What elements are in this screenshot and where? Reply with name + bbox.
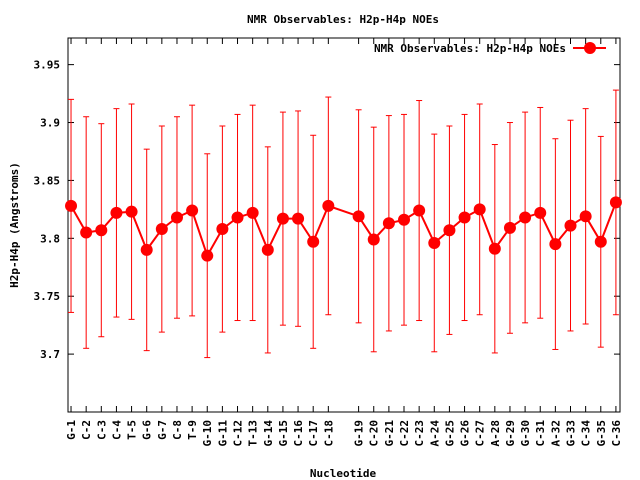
data-point [140,243,153,256]
plot-frame [67,37,621,413]
x-tick-label: G-11 [216,420,229,447]
data-point [443,224,456,237]
x-tick-label: C-20 [368,420,381,447]
x-tick-label: G-30 [519,420,532,447]
data-point [170,211,183,224]
x-tick-label: G-15 [277,420,290,447]
x-tick-label: G-21 [383,420,396,447]
data-point [549,238,562,251]
data-point [246,206,259,219]
x-tick-label: C-4 [110,420,123,440]
data-point [382,217,395,230]
data-point [155,223,168,236]
y-tick-label: 3.95 [34,59,61,72]
data-point [125,205,138,218]
data-point [216,223,229,236]
data-point [367,233,380,246]
legend-marker [584,42,596,54]
x-tick-label: C-18 [322,420,335,447]
x-tick-label: C-27 [474,420,487,447]
y-tick-label: 3.8 [40,232,60,245]
x-tick-label: C-17 [307,420,320,447]
legend: NMR Observables: H2p-H4p NOEs [374,42,606,55]
data-point [352,210,365,223]
data-point [261,243,274,256]
data-point [609,196,622,209]
x-axis-label: Nucleotide [310,467,377,480]
x-tick-label: A-32 [549,420,562,447]
x-tick-label: C-23 [413,420,426,447]
data-point [488,242,501,255]
legend-label: NMR Observables: H2p-H4p NOEs [374,42,566,55]
x-tick-label: C-2 [80,420,93,440]
x-tick-label: C-8 [171,420,184,440]
series-line [70,202,617,259]
y-tick-label: 3.7 [40,348,60,361]
data-point [110,206,123,219]
x-tick-label: G-33 [565,420,578,447]
data-point [458,211,471,224]
data-point [307,235,320,248]
x-tick-label: C-22 [398,420,411,447]
data-point [428,236,441,249]
data-point [201,249,214,262]
data-point [322,199,335,212]
x-tick-label: G-25 [443,420,456,447]
data-point [95,224,108,237]
x-tick-label: G-1 [65,420,78,440]
data-point [579,210,592,223]
x-tick-label: C-12 [232,420,245,447]
x-tick-label: T-13 [247,420,260,447]
x-tick-label: G-10 [201,420,214,447]
data-point [276,212,289,225]
x-tick-label: T-5 [126,420,139,440]
x-tick-label: G-7 [156,420,169,440]
y-tick-label: 3.85 [34,174,61,187]
data-point [231,211,244,224]
x-tick-label: C-34 [580,420,593,447]
data-point [65,199,78,212]
data-point [503,221,516,234]
x-tick-label: A-24 [428,420,441,447]
data-point [534,206,547,219]
y-tick-label: 3.75 [34,290,61,303]
data-point [594,235,607,248]
data-point [473,203,486,216]
data-point [80,226,93,239]
x-tick-label: C-3 [95,420,108,440]
data-point [564,219,577,232]
data-point [519,211,532,224]
y-axis-label: H2p-H4p (Angstroms) [8,162,21,288]
x-tick-label: G-29 [504,420,517,447]
data-point [292,212,305,225]
x-tick-label: G-26 [459,420,472,447]
x-tick-label: G-14 [262,420,275,447]
x-tick-label: G-19 [353,420,366,447]
x-tick-label: G-35 [595,420,608,447]
x-tick-label: A-28 [489,420,502,447]
x-tick-label: C-16 [292,420,305,447]
x-tick-label: T-9 [186,420,199,440]
y-tick-label: 3.9 [40,117,60,130]
x-tick-label: C-31 [534,420,547,447]
x-tick-label: G-6 [141,420,154,440]
data-point [413,204,426,217]
data-point [398,213,411,226]
chart-title: NMR Observables: H2p-H4p NOEs [247,13,439,26]
x-tick-label: C-36 [610,420,623,447]
data-point [186,204,199,217]
